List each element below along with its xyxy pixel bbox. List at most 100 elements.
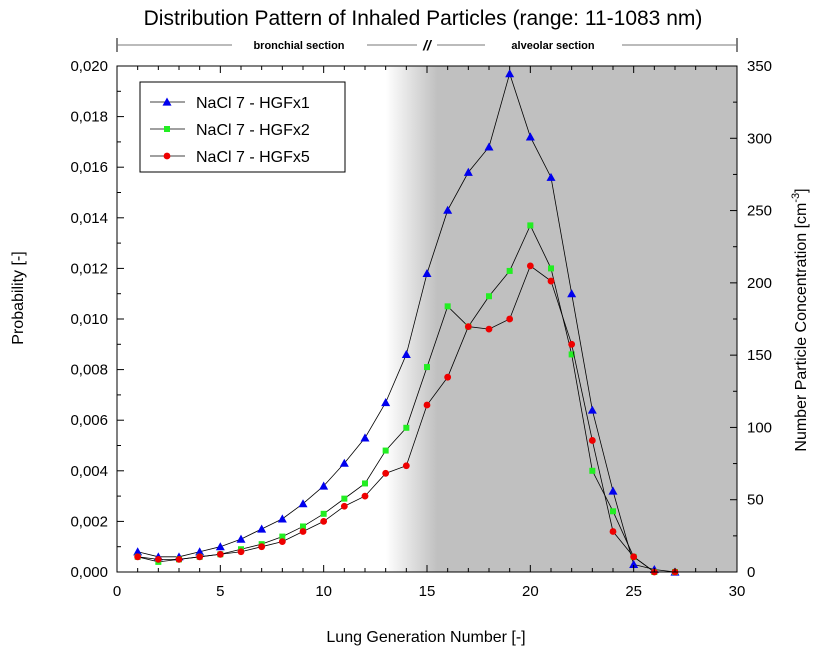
series-3-point (361, 492, 369, 500)
y-axis-right-title: Number Particle Concentration [cm-3] (790, 188, 810, 451)
x-axis: 0 5 10 15 20 25 30 (113, 66, 746, 600)
series-1-point (546, 172, 556, 181)
series-1-point (443, 205, 453, 214)
y-tick-label: 0,014 (70, 210, 108, 227)
alveolar-section-label: alveolar section (511, 40, 594, 52)
series-3-point (154, 555, 162, 563)
y-tick-label: 0,002 (70, 513, 108, 530)
y-tick-label: 0,004 (70, 463, 108, 480)
series-2-point (403, 424, 410, 431)
y-tick-label: 0,008 (70, 362, 108, 379)
series-3-point (402, 462, 410, 470)
x-tick-label: 30 (729, 583, 746, 600)
y-right-tick-label: 200 (747, 275, 772, 292)
y-axis-left-title: Probability [-] (10, 251, 27, 344)
series-2-point (300, 523, 306, 530)
series-1-point (319, 481, 329, 490)
y-axis-right: 0 50 100 150 200 250 300 350 (730, 58, 772, 581)
legend-marker-3 (163, 152, 171, 160)
series-3-point (444, 373, 452, 381)
y-axis-right-title-close: ] (793, 188, 810, 192)
y-axis-left: 0,000 0,002 0,004 0,006 0,008 0,010 0,012 0,014… (70, 58, 124, 581)
series-2-point (506, 267, 513, 274)
y-right-tick-label: 300 (747, 130, 772, 147)
series-3-point (526, 262, 534, 270)
x-tick-label: 0 (113, 583, 121, 600)
legend: NaCl 7 - HGFx1 NaCl 7 - HGFx2 NaCl 7 - HGF… (139, 81, 346, 173)
y-tick-label: 0,016 (70, 159, 108, 176)
y-tick-label: 0,010 (70, 311, 108, 328)
series-1-point (422, 268, 432, 278)
series-1-point (133, 547, 143, 556)
series-1-point (484, 142, 494, 151)
x-tick-label: 5 (216, 583, 224, 600)
series-1-point (360, 433, 370, 442)
legend-box (139, 81, 346, 173)
series-3-point (258, 543, 266, 551)
series-3-point (278, 538, 286, 546)
series-3-point (134, 553, 142, 561)
series-2-point (548, 265, 554, 272)
series-2-point (610, 508, 616, 515)
series-3-point (382, 469, 390, 477)
legend-marker-1 (162, 97, 172, 106)
series-3-point (320, 518, 328, 525)
series-1-point (463, 167, 473, 176)
series-layer (133, 69, 680, 576)
series-3-point (340, 502, 348, 510)
series-3-point (506, 315, 514, 323)
y-tick-label: 0,006 (70, 412, 108, 429)
series-1-point (587, 405, 597, 414)
alveolar-shading (385, 66, 737, 572)
series-3-point (568, 340, 576, 348)
series-1-point (257, 524, 267, 533)
series-2-point (320, 510, 327, 517)
series-2-point (486, 293, 492, 300)
series-2-point (424, 364, 430, 371)
series-2-point (382, 447, 389, 454)
series-3-point (299, 528, 307, 535)
y-right-tick-label: 50 (747, 492, 764, 509)
series-1-point (525, 132, 535, 141)
series-1-point (298, 499, 308, 508)
x-tick-label: 25 (625, 583, 642, 600)
y-tick-label: 0,020 (70, 58, 108, 75)
y-right-tick-label: 350 (747, 58, 772, 75)
x-tick-label: 10 (315, 583, 332, 600)
series-1-point (401, 349, 411, 359)
bronchial-section-label: bronchial section (253, 40, 344, 52)
series-1-point (195, 547, 205, 556)
series-1 (133, 69, 680, 576)
series-3-point (216, 550, 224, 558)
x-tick-label: 15 (419, 583, 436, 600)
y-right-tick-label: 150 (747, 347, 772, 364)
legend-label-1: NaCl 7 - HGFx1 (196, 95, 310, 112)
series-3-point (588, 437, 596, 444)
series-3-point (175, 555, 183, 563)
series-3-point (423, 401, 431, 409)
series-3-point (464, 323, 472, 330)
series-1-point (381, 397, 391, 407)
series-3-point (196, 553, 204, 561)
legend-label-3: NaCl 7 - HGFx5 (196, 149, 310, 166)
y-tick-label: 0,012 (70, 260, 108, 277)
section-bar: bronchial section alveolar section // (116, 37, 738, 53)
y-tick-label: 0,000 (70, 564, 108, 581)
series-1-point (567, 289, 577, 298)
x-axis-title: Lung Generation Number [-] (326, 629, 525, 646)
x-tick-label: 20 (522, 583, 539, 600)
legend-label-2: NaCl 7 - HGFx2 (196, 122, 310, 139)
chart-title: Distribution Pattern of Inhaled Particle… (144, 7, 703, 30)
series-1-point (339, 458, 349, 467)
series-2-point (444, 303, 451, 310)
y-axis-right-title-main: Number Particle Concentration [cm (793, 203, 810, 452)
series-1-point (277, 514, 287, 523)
series-1-point (505, 69, 515, 78)
series-2-point (279, 533, 286, 540)
section-break-symbol: // (422, 37, 433, 53)
series-2-point (589, 467, 596, 474)
series-2-point (362, 480, 368, 487)
series-3-point (630, 553, 638, 561)
series-3-point (547, 277, 555, 285)
